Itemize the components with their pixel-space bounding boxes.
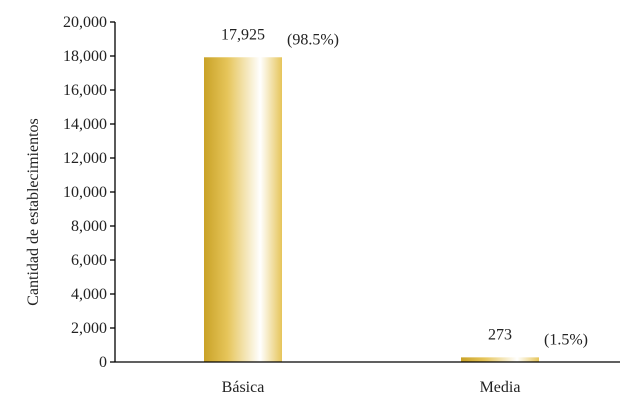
bar-percent-label: (1.5%) — [544, 331, 588, 348]
y-axis-ticks: 0 2,000 4,000 6,000 8,000 10,000 12,000 14,000 1… — [63, 14, 115, 371]
y-tick-label: 6,000 — [71, 252, 107, 269]
y-tick-label: 10,000 — [63, 184, 107, 201]
bar-value-label: 273 — [488, 326, 512, 343]
bar-2 — [461, 357, 539, 362]
bars — [204, 57, 539, 363]
y-tick-label: 18,000 — [63, 48, 107, 65]
y-tick-label: 4,000 — [71, 286, 107, 303]
y-tick-label: 16,000 — [63, 82, 107, 99]
y-tick-label: 0 — [99, 354, 107, 371]
bar-percent-label: (98.5%) — [287, 31, 339, 48]
y-tick-label: 8,000 — [71, 218, 107, 235]
category-labels: Básica Media — [222, 379, 521, 396]
bar-labels: 17,925 (98.5%) 273 (1.5%) — [221, 26, 588, 348]
x-category-label: Media — [480, 379, 521, 396]
y-tick-label: 14,000 — [63, 116, 107, 133]
x-category-label: Básica — [222, 379, 265, 396]
y-tick-label: 2,000 — [71, 320, 107, 337]
bar-1 — [204, 57, 282, 363]
y-tick-label: 12,000 — [63, 150, 107, 167]
bar-value-label: 17,925 — [221, 26, 265, 43]
y-axis-title: Cantidad de establecimientos — [25, 118, 42, 306]
y-tick-label: 20,000 — [63, 14, 107, 31]
